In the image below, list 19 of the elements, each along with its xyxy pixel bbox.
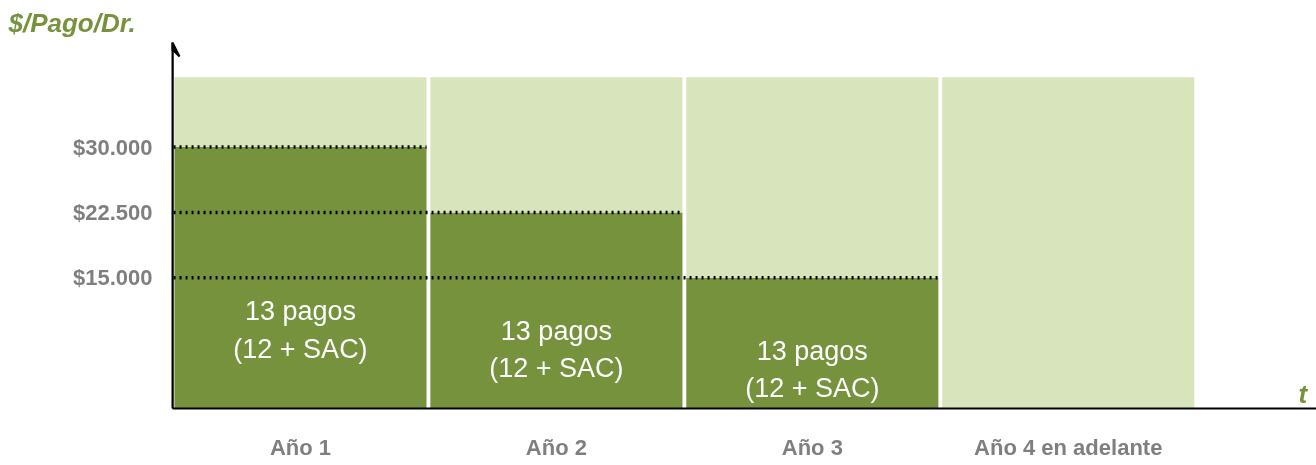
- x-axis-title: t: [1298, 378, 1309, 409]
- bar: [686, 277, 939, 409]
- x-tick-label: Año 1: [269, 434, 332, 460]
- y-tick-label: $30.000: [72, 134, 153, 160]
- x-tick-label: Año 3: [781, 434, 843, 460]
- bar: [174, 147, 427, 409]
- annotation: 13 pagos (12 + SAC): [233, 296, 368, 364]
- bar: [430, 212, 683, 409]
- x-tick-label: Año 2: [525, 434, 587, 460]
- y-tick-label: $15.000: [72, 265, 153, 291]
- bar: [942, 77, 1195, 409]
- annotation: 13 pagos (12 + SAC): [745, 335, 880, 404]
- bar: [430, 77, 683, 213]
- x-tick-label: Año 4 en adelante: [974, 434, 1163, 460]
- bar: [174, 77, 427, 148]
- y-tick-label: $22.500: [72, 199, 153, 225]
- annotation: 13 pagos (12 + SAC): [489, 315, 624, 384]
- bar: [686, 77, 939, 278]
- y-axis-title: $/Pago/Dr.: [7, 7, 136, 38]
